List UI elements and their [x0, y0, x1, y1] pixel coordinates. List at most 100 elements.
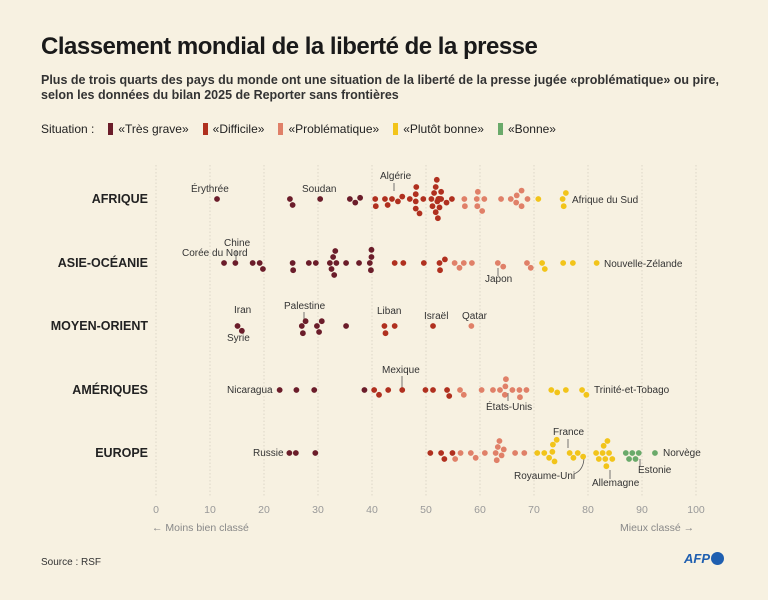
country-dot	[260, 266, 266, 272]
country-dot	[478, 387, 485, 393]
country-dot	[372, 196, 379, 202]
country-dot	[406, 196, 413, 202]
x-tick-label: 70	[528, 504, 540, 516]
annotation-france: France	[553, 427, 585, 438]
country-dot	[518, 187, 525, 194]
annotation-erythree: Érythrée	[191, 184, 229, 195]
country-dot	[548, 387, 555, 393]
country-dot	[560, 260, 567, 266]
annotation-allemagne: Allemagne	[592, 478, 640, 489]
country-dot	[652, 450, 658, 456]
country-dot	[460, 260, 467, 266]
country-dot	[442, 256, 448, 263]
country-dot	[391, 260, 398, 266]
country-dot	[562, 387, 569, 393]
country-dot	[428, 196, 435, 202]
country-dot	[287, 196, 293, 202]
legend-label: «Problématique»	[288, 122, 380, 136]
country-dot	[461, 203, 468, 210]
country-dot	[331, 272, 338, 278]
x-tick-label: 100	[687, 504, 705, 516]
legend-item-plutot-bonne: «Plutôt bonne»	[393, 122, 484, 136]
axis-note-right: Mieux classé →	[620, 522, 695, 534]
country-dot	[346, 196, 353, 202]
country-dot	[382, 196, 388, 202]
country-dot	[214, 196, 220, 202]
country-dot	[399, 387, 406, 393]
annotation-iran: Iran	[234, 305, 252, 316]
country-dot	[492, 450, 499, 456]
annotation-algerie: Algérie	[380, 171, 412, 182]
country-dot	[416, 210, 423, 217]
country-dot	[314, 323, 320, 329]
country-dot	[467, 450, 474, 456]
country-dot	[399, 193, 406, 200]
legend-item-bonne: «Bonne»	[497, 122, 556, 136]
country-dot	[441, 456, 448, 462]
country-dot	[559, 196, 566, 202]
country-dot	[497, 387, 503, 393]
country-dot	[371, 387, 378, 393]
annotation-trinite-et-tobago: Trinité-et-Tobago	[594, 385, 670, 396]
country-dot	[434, 215, 441, 222]
x-tick-label: 20	[258, 504, 270, 516]
source-note: Source : RSF	[41, 557, 102, 568]
country-dot	[481, 196, 488, 202]
country-dot	[604, 438, 611, 444]
country-dot	[456, 264, 463, 271]
country-dot	[311, 387, 318, 393]
country-dot	[566, 450, 573, 456]
country-dot	[490, 387, 496, 393]
legend: Situation : «Très grave» «Difficile» «Pr…	[41, 122, 556, 136]
annotation-japon: Japon	[485, 274, 513, 285]
country-dot	[546, 454, 553, 461]
country-dot	[553, 436, 560, 443]
annotation-royaume-uni: Royaume-Uni	[514, 471, 576, 482]
country-dot	[498, 452, 505, 459]
country-dot	[549, 448, 556, 455]
country-dot	[234, 323, 241, 329]
x-tick-label: 50	[420, 504, 432, 516]
region-label: ASIE-OCÉANIE	[57, 256, 148, 270]
x-tick-label: 40	[366, 504, 378, 516]
annotation-nicaragua: Nicaragua	[227, 385, 273, 396]
country-dot	[494, 260, 501, 266]
country-dot	[326, 260, 333, 266]
x-tick-label: 0	[153, 504, 159, 516]
country-dot	[524, 260, 530, 266]
country-dot	[381, 323, 388, 329]
country-dot	[292, 450, 299, 456]
country-dot	[432, 184, 439, 190]
annotation-chine: Chine	[224, 238, 251, 249]
country-dot	[436, 260, 443, 266]
country-dot	[438, 196, 445, 202]
afp-logo: AFP	[684, 551, 724, 566]
country-dot	[599, 450, 606, 456]
country-dot	[493, 457, 500, 464]
country-dot	[438, 450, 445, 456]
country-dot	[583, 391, 590, 398]
country-dot	[600, 442, 607, 449]
country-dot	[438, 188, 445, 195]
x-tick-label: 10	[204, 504, 216, 516]
country-dot	[541, 450, 548, 456]
region-label: AFRIQUE	[91, 192, 148, 206]
x-tick-label: 80	[582, 504, 594, 516]
country-dot	[509, 387, 516, 393]
country-dot	[579, 387, 585, 393]
country-dot	[469, 260, 475, 266]
annotation-nouvelle-zelande: Nouvelle-Zélande	[604, 259, 683, 270]
country-dot	[603, 463, 610, 470]
country-dot	[437, 267, 443, 274]
country-dot	[516, 387, 523, 393]
country-dot	[395, 198, 401, 205]
country-dot	[500, 446, 507, 453]
country-dot	[328, 266, 335, 272]
country-dot	[503, 376, 509, 383]
country-dot	[444, 387, 450, 393]
annotation-mexique: Mexique	[382, 365, 420, 376]
country-dot	[361, 387, 368, 393]
country-dot	[333, 260, 340, 266]
